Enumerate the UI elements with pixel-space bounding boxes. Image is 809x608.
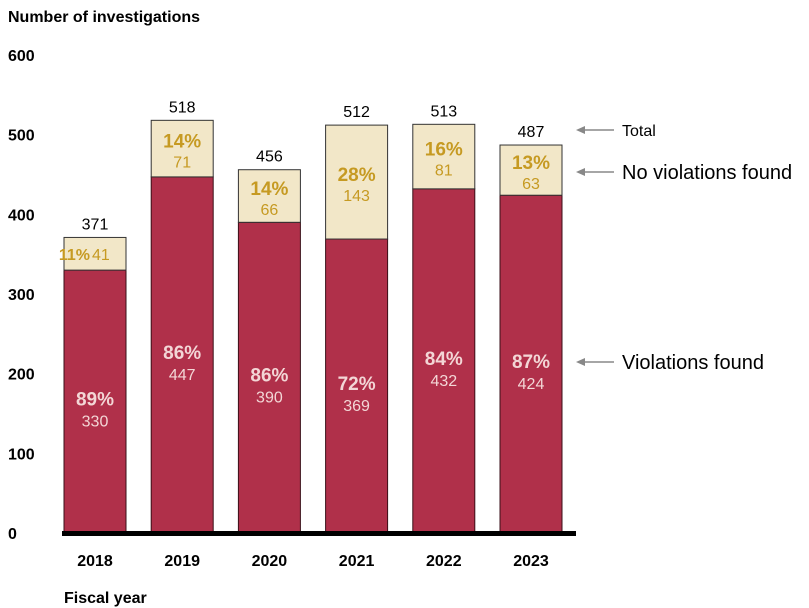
violations-count-label: 390 <box>256 390 283 407</box>
violations-percent-label: 87% <box>512 352 550 373</box>
bar-no-violations-found <box>237 169 301 223</box>
total-label: 518 <box>169 99 196 116</box>
no-violations-count-label: 63 <box>522 176 540 193</box>
total-label: 456 <box>256 149 283 166</box>
chart-title: Number of investigations <box>8 9 200 26</box>
bar-group: 513 84% 432 16% 81 <box>412 103 476 534</box>
legend-label: Violations found <box>622 352 764 374</box>
legend-label: No violations found <box>622 162 792 184</box>
x-tick-label: 2021 <box>339 553 375 570</box>
no-violations-count-label: 81 <box>435 163 453 180</box>
legend: Total No violations found Violations found <box>576 123 792 374</box>
no-violations-count-label: 66 <box>261 202 279 219</box>
x-tick-label: 2018 <box>77 553 113 570</box>
no-violations-count-label: 41 <box>92 247 110 264</box>
no-violations-percent-label: 16% <box>425 140 463 161</box>
total-label: 513 <box>430 103 457 120</box>
legend-item-no-violations-found: No violations found <box>576 162 792 184</box>
violations-percent-label: 72% <box>338 374 376 395</box>
y-axis: 0 100 200 300 400 500 600 <box>8 48 35 543</box>
violations-count-label: 330 <box>82 414 109 431</box>
y-tick-label: 200 <box>8 367 35 384</box>
no-violations-count-label: 143 <box>343 188 370 205</box>
x-tick-label: 2019 <box>164 553 200 570</box>
violations-percent-label: 86% <box>250 366 288 387</box>
total-label: 487 <box>518 124 545 141</box>
violations-percent-label: 84% <box>425 349 463 370</box>
bar-no-violations-found <box>325 124 389 240</box>
no-violations-percent-label: 14% <box>163 132 201 153</box>
x-tick-label: 2023 <box>513 553 549 570</box>
legend-arrow-head <box>576 126 585 134</box>
x-tick-label: 2020 <box>252 553 288 570</box>
no-violations-percent-label: 14% <box>250 179 288 200</box>
bar-no-violations-found <box>63 236 127 271</box>
violations-percent-label: 86% <box>163 343 201 364</box>
bar-group: 456 86% 390 14% 66 <box>237 149 301 534</box>
bar-group: 371 89% 330 11% 41 <box>59 216 127 534</box>
legend-item-total: Total <box>576 123 656 140</box>
bar-group: 487 87% 424 13% 63 <box>499 124 563 534</box>
bars: 371 89% 330 11% 41 518 86% 447 14% 71 456 86% 390 14%… <box>59 99 563 534</box>
violations-count-label: 447 <box>169 367 196 384</box>
y-tick-label: 100 <box>8 446 35 463</box>
legend-label: Total <box>622 123 656 140</box>
total-label: 512 <box>343 104 370 121</box>
no-violations-percent-label: 28% <box>338 165 376 186</box>
legend-item-violations-found: Violations found <box>576 352 764 374</box>
bar-no-violations-found <box>499 144 563 196</box>
violations-count-label: 369 <box>343 398 370 415</box>
total-label: 371 <box>82 216 109 233</box>
bar-violations-found <box>237 221 301 534</box>
x-tick-label: 2022 <box>426 553 462 570</box>
y-tick-label: 400 <box>8 207 35 224</box>
bar-no-violations-found <box>412 123 476 190</box>
violations-count-label: 432 <box>430 373 457 390</box>
no-violations-percent-label: 11% <box>59 247 90 264</box>
no-violations-percent-label: 13% <box>512 153 550 174</box>
y-tick-label: 500 <box>8 128 35 145</box>
bar-violations-found <box>63 269 127 534</box>
violations-percent-label: 89% <box>76 390 114 411</box>
legend-arrow-head <box>576 358 585 366</box>
y-tick-label: 0 <box>8 526 17 543</box>
x-axis-label: Fiscal year <box>64 590 147 607</box>
bar-group: 512 72% 369 28% 143 <box>325 104 389 534</box>
x-axis: 2018 2019 2020 2021 2022 2023 <box>77 553 549 570</box>
bar-violations-found <box>499 194 563 534</box>
no-violations-count-label: 71 <box>173 155 191 172</box>
bar-no-violations-found <box>150 119 214 178</box>
y-tick-label: 600 <box>8 48 35 65</box>
violations-count-label: 424 <box>518 376 545 393</box>
legend-arrow-head <box>576 168 585 176</box>
y-tick-label: 300 <box>8 287 35 304</box>
x-axis-baseline <box>62 531 576 536</box>
bar-group: 518 86% 447 14% 71 <box>150 99 214 534</box>
